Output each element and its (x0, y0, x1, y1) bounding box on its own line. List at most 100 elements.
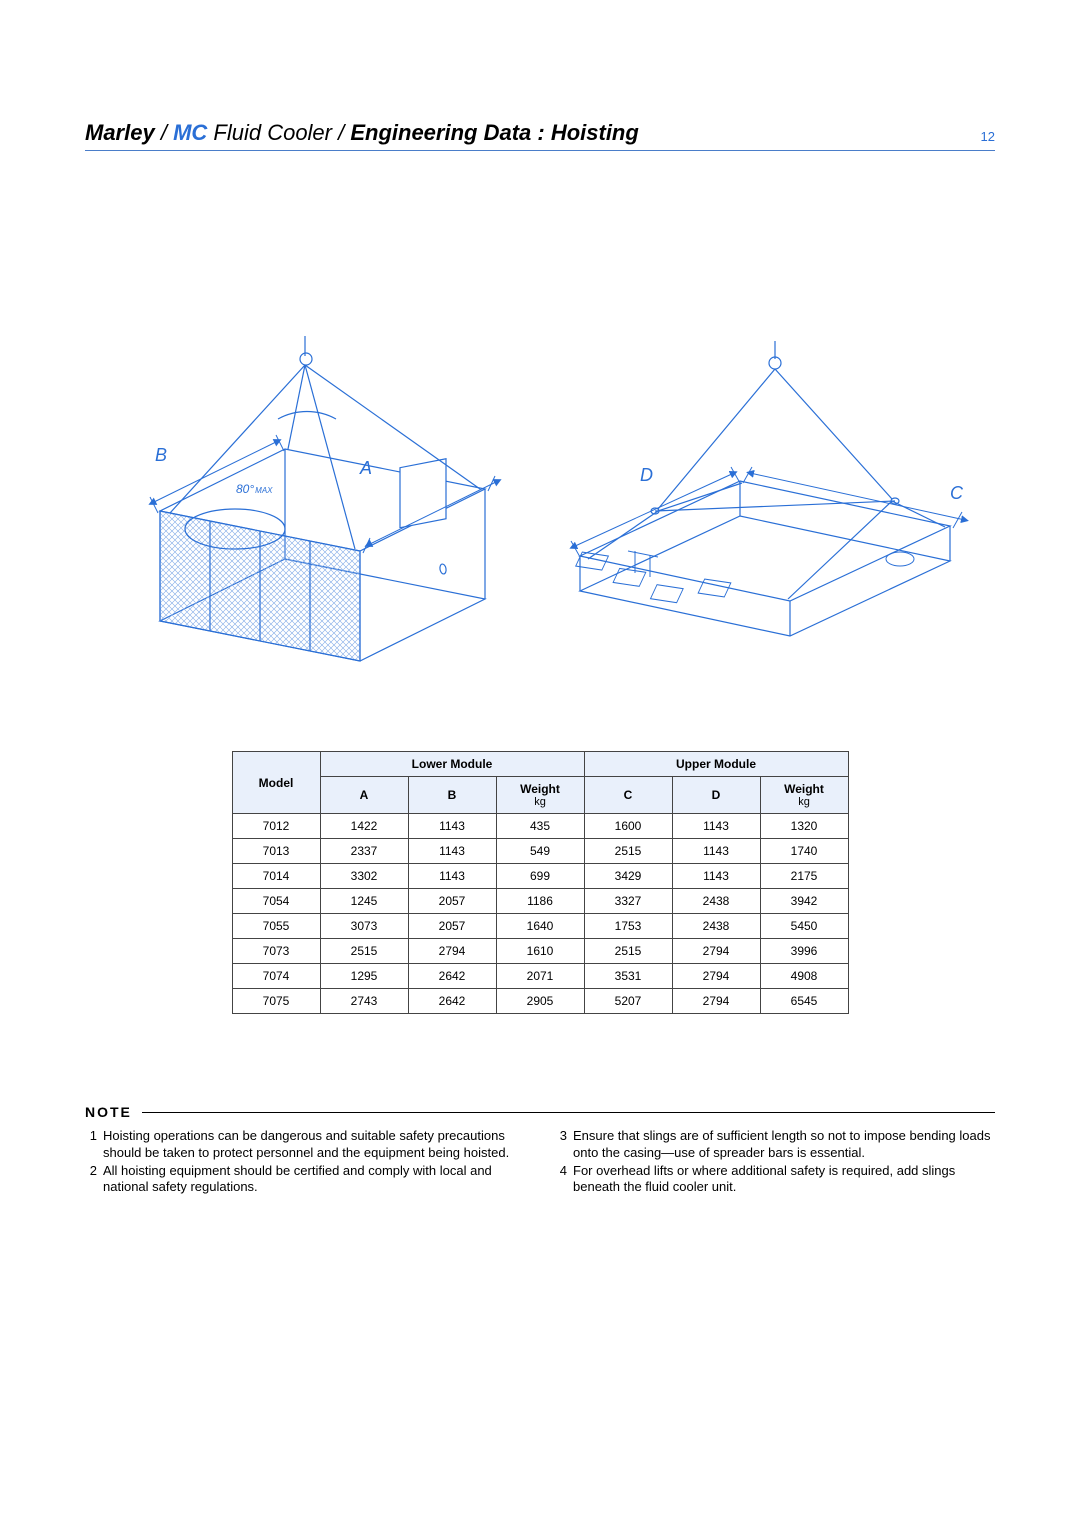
table-cell: 3327 (584, 889, 672, 914)
spec-table-wrap: Model Lower Module Upper Module A B Weig… (85, 751, 995, 1014)
table-cell: 1143 (672, 864, 760, 889)
table-cell: 3996 (760, 939, 848, 964)
table-cell: 2515 (320, 939, 408, 964)
note-number: 3 (555, 1128, 567, 1161)
table-cell: 2175 (760, 864, 848, 889)
col-a: A (320, 777, 408, 814)
table-cell: 2794 (672, 989, 760, 1014)
table-cell: 1143 (408, 839, 496, 864)
table-cell: 3429 (584, 864, 672, 889)
table-cell: 7054 (232, 889, 320, 914)
table-cell: 1245 (320, 889, 408, 914)
table-cell: 3073 (320, 914, 408, 939)
col-model: Model (232, 752, 320, 814)
table-cell: 1186 (496, 889, 584, 914)
col-b: B (408, 777, 496, 814)
table-cell: 549 (496, 839, 584, 864)
table-cell: 6545 (760, 989, 848, 1014)
table-cell: 7074 (232, 964, 320, 989)
table-cell: 1295 (320, 964, 408, 989)
table-cell: 699 (496, 864, 584, 889)
table-cell: 2515 (584, 939, 672, 964)
product-name: Fluid Cooler (207, 120, 332, 145)
notes-col-right: 3Ensure that slings are of sufficient le… (555, 1128, 995, 1197)
table-row: 701323371143549251511431740 (232, 839, 848, 864)
table-cell: 1422 (320, 814, 408, 839)
diagram-svg: A B 80°MAX (100, 321, 530, 681)
table-cell: 7012 (232, 814, 320, 839)
notes-rule (142, 1112, 995, 1113)
table-cell: 2642 (408, 989, 496, 1014)
separator: / (332, 120, 350, 145)
separator: / (155, 120, 173, 145)
brand-name: Marley (85, 120, 155, 145)
spec-table: Model Lower Module Upper Module A B Weig… (232, 751, 849, 1014)
page: Marley / MC Fluid Cooler / Engineering D… (0, 0, 1080, 1527)
table-cell: 2057 (408, 914, 496, 939)
table-head: Model Lower Module Upper Module A B Weig… (232, 752, 848, 814)
table-cell: 2794 (672, 939, 760, 964)
table-cell: 2071 (496, 964, 584, 989)
note-text: All hoisting equipment should be certifi… (103, 1163, 525, 1196)
angle-label: 80°MAX (236, 482, 273, 496)
table-cell: 5207 (584, 989, 672, 1014)
col-d: D (672, 777, 760, 814)
table-cell: 7073 (232, 939, 320, 964)
notes-heading-row: NOTE (85, 1104, 995, 1120)
col-group-upper: Upper Module (584, 752, 848, 777)
table-row: 7074129526422071353127944908 (232, 964, 848, 989)
note-item: 3Ensure that slings are of sufficient le… (555, 1128, 995, 1161)
table-row: 701214221143435160011431320 (232, 814, 848, 839)
table-body: 7012142211434351600114313207013233711435… (232, 814, 848, 1014)
note-text: Ensure that slings are of sufficient len… (573, 1128, 995, 1161)
table-cell: 435 (496, 814, 584, 839)
table-cell: 1610 (496, 939, 584, 964)
hoisting-diagrams: A B 80°MAX (85, 321, 995, 681)
dim-label-c: C (950, 483, 964, 503)
section-title: Engineering Data : Hoisting (350, 120, 638, 145)
notes-section: NOTE 1Hoisting operations can be dangero… (85, 1104, 995, 1197)
table-cell: 1600 (584, 814, 672, 839)
note-number: 4 (555, 1163, 567, 1196)
dim-label-d: D (640, 465, 653, 485)
table-cell: 5450 (760, 914, 848, 939)
page-title: Marley / MC Fluid Cooler / Engineering D… (85, 120, 639, 146)
note-number: 2 (85, 1163, 97, 1196)
table-cell: 2642 (408, 964, 496, 989)
table-row: 7073251527941610251527943996 (232, 939, 848, 964)
table-cell: 2794 (408, 939, 496, 964)
table-cell: 3942 (760, 889, 848, 914)
col-c: C (584, 777, 672, 814)
table-cell: 2438 (672, 914, 760, 939)
table-cell: 1320 (760, 814, 848, 839)
table-cell: 1640 (496, 914, 584, 939)
table-cell: 2905 (496, 989, 584, 1014)
table-cell: 1740 (760, 839, 848, 864)
table-cell: 2057 (408, 889, 496, 914)
page-number: 12 (981, 129, 995, 146)
upper-module-diagram: D C (540, 321, 980, 681)
table-cell: 1753 (584, 914, 672, 939)
notes-heading: NOTE (85, 1104, 132, 1120)
table-cell: 1143 (408, 864, 496, 889)
table-row: 701433021143699342911432175 (232, 864, 848, 889)
dim-label-a: A (359, 458, 372, 478)
dim-label-b: B (155, 445, 167, 465)
table-cell: 2438 (672, 889, 760, 914)
note-text: For overhead lifts or where additional s… (573, 1163, 995, 1196)
table-cell: 7055 (232, 914, 320, 939)
product-code: MC (173, 120, 207, 145)
table-cell: 2515 (584, 839, 672, 864)
notes-columns: 1Hoisting operations can be dangerous an… (85, 1128, 995, 1197)
table-cell: 7014 (232, 864, 320, 889)
note-item: 1Hoisting operations can be dangerous an… (85, 1128, 525, 1161)
col-group-lower: Lower Module (320, 752, 584, 777)
note-item: 2All hoisting equipment should be certif… (85, 1163, 525, 1196)
table-cell: 1143 (672, 814, 760, 839)
table-cell: 4908 (760, 964, 848, 989)
table-cell: 2337 (320, 839, 408, 864)
table-cell: 3531 (584, 964, 672, 989)
page-header: Marley / MC Fluid Cooler / Engineering D… (85, 120, 995, 151)
table-cell: 1143 (672, 839, 760, 864)
table-cell: 2743 (320, 989, 408, 1014)
